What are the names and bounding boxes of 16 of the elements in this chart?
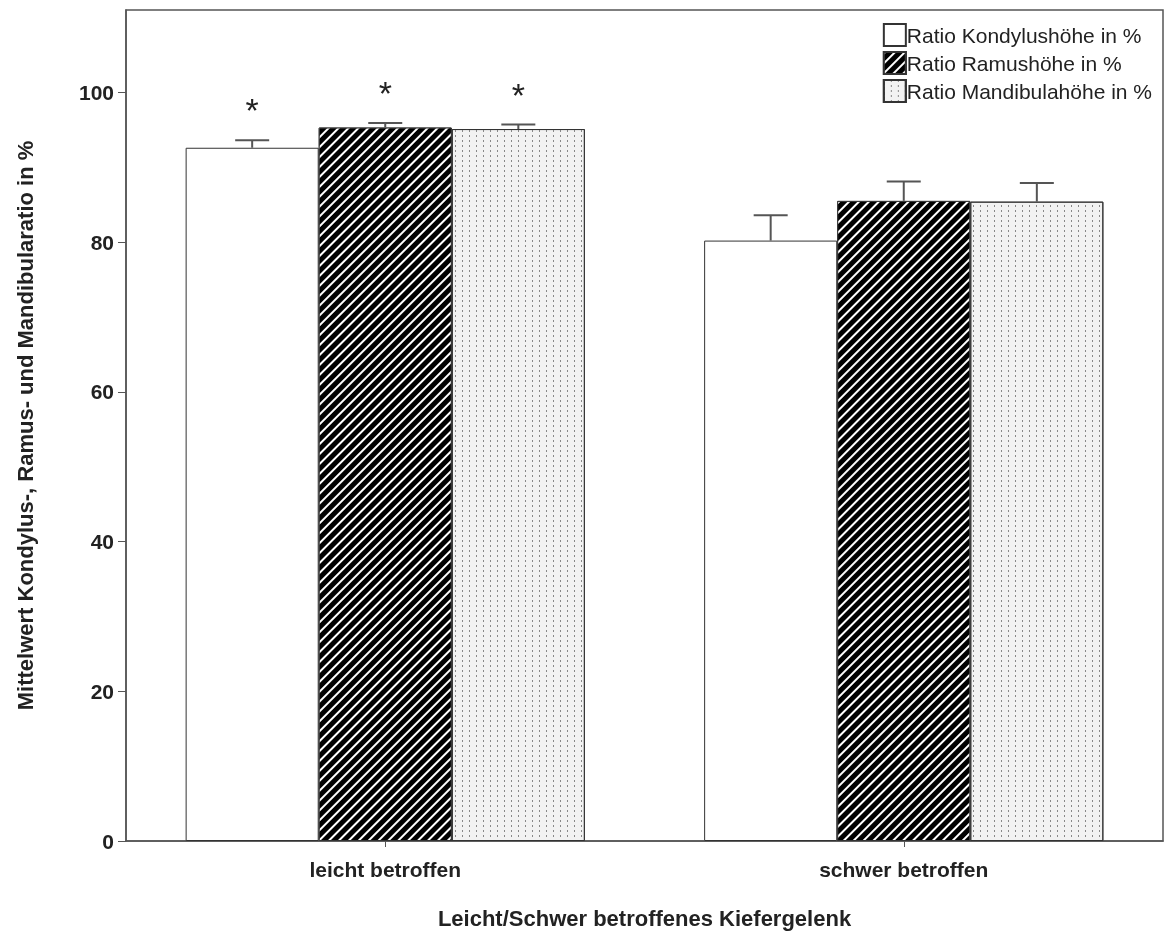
y-tick-label: 80 (90, 230, 114, 254)
annotation: * (245, 91, 259, 130)
legend-label: Ratio Mandibulahöhe in % (906, 79, 1153, 103)
y-tick-label: 40 (90, 530, 114, 554)
y-tick-label: 0 (102, 829, 114, 853)
annotation: * (378, 74, 392, 113)
y-tick-label: 20 (90, 679, 114, 703)
x-axis-title: Leicht/Schwer betroffenes Kiefergelenk (437, 905, 852, 931)
legend-label: Ratio Ramushöhe in % (906, 51, 1122, 75)
y-tick-label: 60 (90, 380, 114, 404)
x-tick-label: leicht betroffen (309, 858, 462, 881)
y-tick-label: 100 (78, 80, 114, 104)
annotation: * (511, 75, 525, 114)
y-axis-title: Mittelwert Kondylus-, Ramus- und Mandibularatio in % (12, 140, 38, 711)
x-tick-label: schwer betroffen (819, 858, 989, 881)
legend-label: Ratio Kondylushöhe in % (906, 23, 1142, 47)
